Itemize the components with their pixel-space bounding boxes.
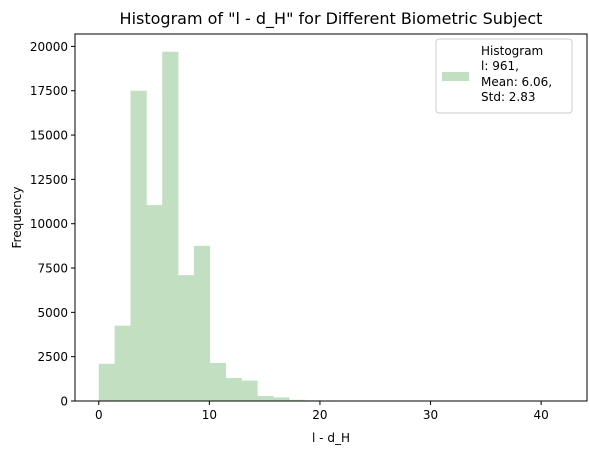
x-tick-label: 10 bbox=[202, 408, 217, 422]
y-tick-label: 2500 bbox=[37, 350, 68, 364]
x-tick-label: 0 bbox=[95, 408, 103, 422]
legend-std: Std: 2.83 bbox=[481, 90, 536, 104]
x-tick-label: 30 bbox=[423, 408, 438, 422]
histogram-bar bbox=[210, 363, 226, 401]
chart-title: Histogram of "l - d_H" for Different Bio… bbox=[120, 9, 543, 29]
y-tick-label: 15000 bbox=[30, 129, 68, 143]
histogram-bar bbox=[194, 246, 210, 401]
y-axis-ticks: 0 2500 5000 7500 10000 12500 15000 17500 20000 bbox=[30, 40, 75, 409]
y-tick-label: 17500 bbox=[30, 84, 68, 98]
legend: Histogram l: 961, Mean: 6.06, Std: 2.83 bbox=[436, 39, 572, 113]
x-tick-label: 40 bbox=[533, 408, 548, 422]
legend-series-name: Histogram bbox=[481, 44, 543, 58]
legend-mean: Mean: 6.06, bbox=[481, 75, 552, 89]
histogram-bar bbox=[115, 326, 131, 401]
y-tick-label: 5000 bbox=[37, 306, 68, 320]
x-axis-ticks: 0 10 20 30 40 bbox=[95, 401, 549, 422]
histogram-bar bbox=[146, 205, 162, 401]
histogram-bar bbox=[162, 52, 178, 401]
y-tick-label: 20000 bbox=[30, 40, 68, 54]
histogram-bar bbox=[273, 397, 289, 401]
histogram-bar bbox=[130, 91, 146, 401]
x-axis-label: l - d_H bbox=[312, 431, 350, 445]
histogram-bar bbox=[257, 396, 273, 401]
y-tick-label: 10000 bbox=[30, 217, 68, 231]
histogram-bar bbox=[178, 275, 194, 401]
y-tick-label: 0 bbox=[60, 395, 68, 409]
legend-count: l: 961, bbox=[481, 59, 519, 73]
x-tick-label: 20 bbox=[312, 408, 327, 422]
y-tick-label: 12500 bbox=[30, 173, 68, 187]
histogram-bar bbox=[99, 364, 115, 401]
y-tick-label: 7500 bbox=[37, 262, 68, 276]
histogram-bar bbox=[226, 378, 242, 401]
legend-swatch bbox=[442, 72, 469, 81]
histogram-bar bbox=[241, 381, 257, 401]
y-axis-label: Frequency bbox=[10, 187, 24, 249]
